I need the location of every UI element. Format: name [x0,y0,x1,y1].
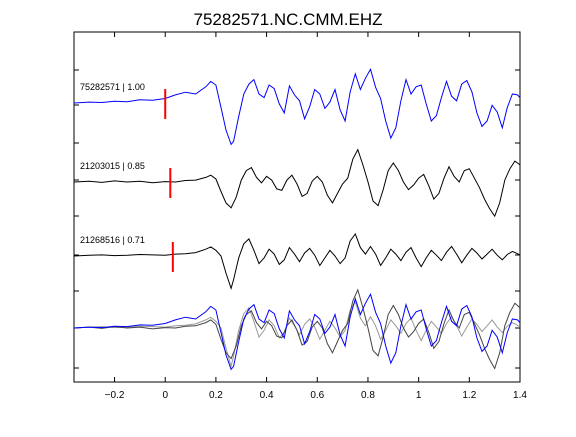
x-tick-label: 0 [162,390,168,401]
axis-ticks: −0.2 0 0.2 0.4 0.6 0.8 1 1.2 1.4 [74,32,527,401]
x-tick-label: −0.2 [105,390,125,401]
trace-group: 75282571 | 1.00 21203015 | 0.85 21268516 |… [73,68,521,371]
waveform-trace [73,148,521,218]
x-tick-label: 1 [416,390,422,401]
waveform-trace [73,232,521,290]
trace-label: 75282571 | 1.00 [80,82,145,92]
x-tick-label: 0.2 [209,390,223,401]
x-tick-label: 0.4 [260,390,274,401]
trace-label: 21268516 | 0.71 [80,235,145,245]
x-tick-label: 1.2 [462,390,476,401]
x-tick-label: 1.4 [513,390,527,401]
x-tick-label: 0.8 [361,390,375,401]
plot-frame [73,31,521,383]
overlay-trace [73,300,521,369]
waveform-trace [73,68,521,146]
x-tick-label: 0.6 [310,390,324,401]
trace-label: 21203015 | 0.85 [80,161,145,171]
overlay-trace [73,293,521,371]
chart-title: 75282571.NC.CMM.EHZ [194,10,383,29]
overlay-trace [73,288,521,370]
